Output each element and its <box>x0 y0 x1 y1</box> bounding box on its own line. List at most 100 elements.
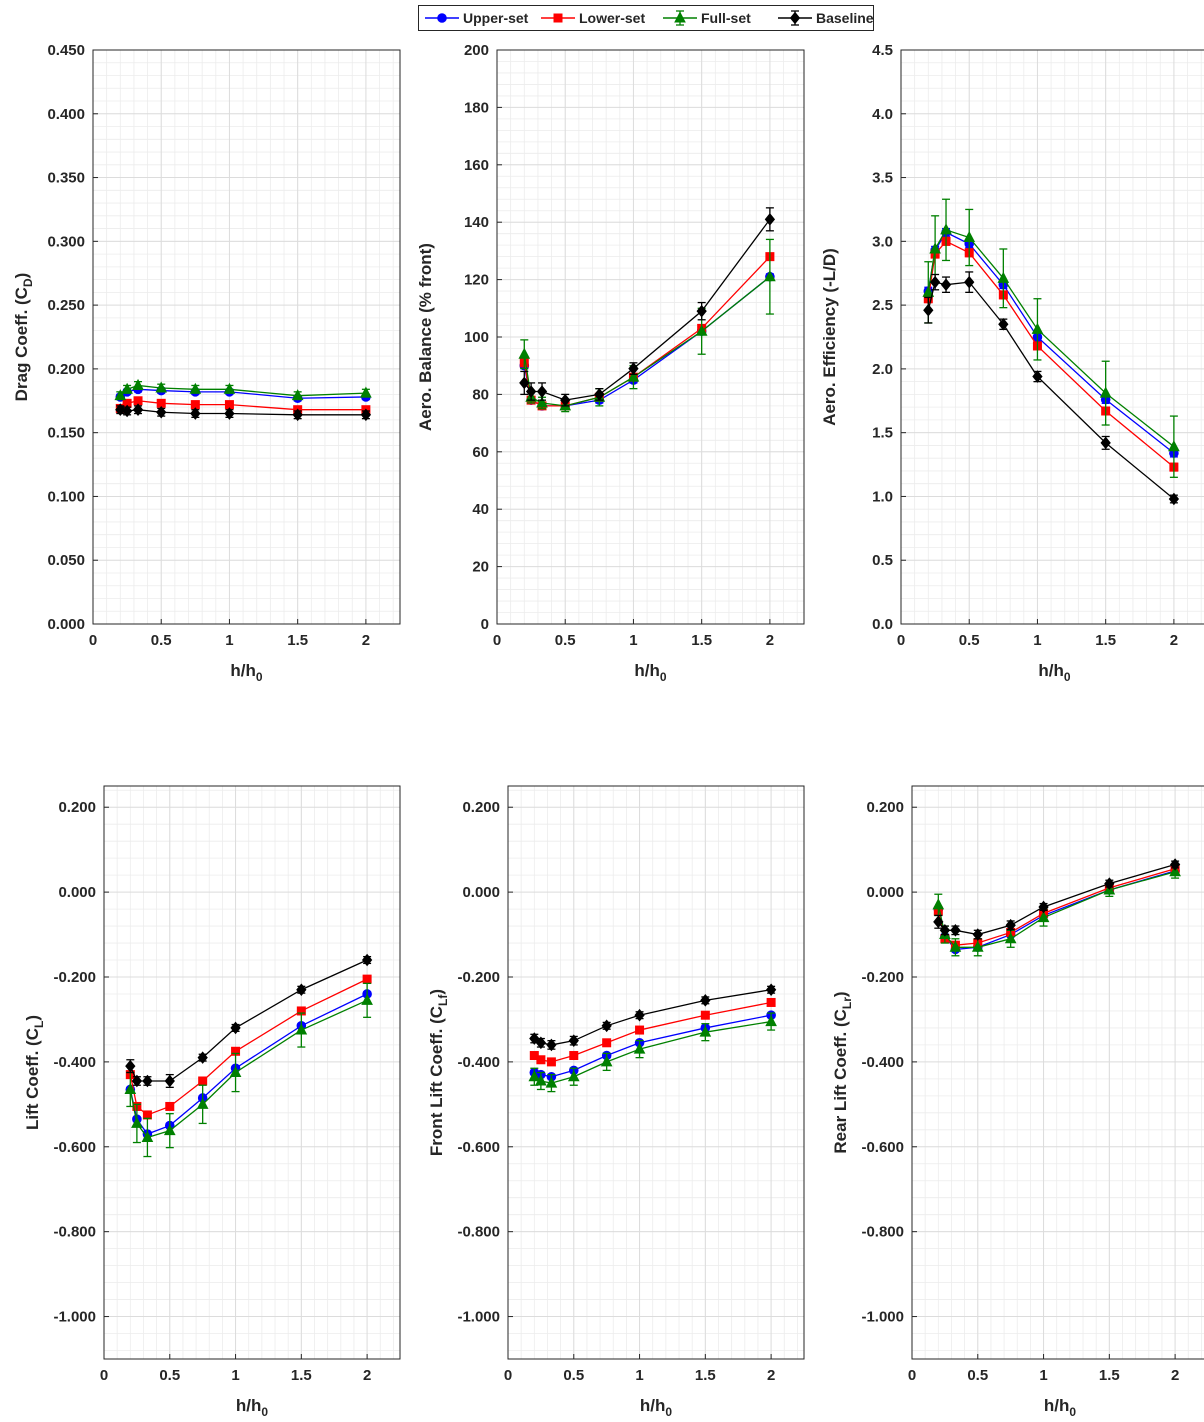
x-tick-label: 1 <box>635 1367 643 1384</box>
data-point <box>765 1014 777 1027</box>
data-point <box>929 275 941 289</box>
y-axis-label: Front Lift Coeff. (CLf) <box>427 989 450 1156</box>
data-point <box>933 915 944 929</box>
series-full-set <box>518 238 776 413</box>
data-point <box>1104 877 1115 890</box>
y-axis-label-close: ) <box>831 991 850 997</box>
x-tick-label: 0.5 <box>159 1367 180 1384</box>
x-tick-label: 1 <box>225 632 233 649</box>
y-tick-label: -0.800 <box>861 1224 904 1241</box>
legend-marker <box>674 11 686 23</box>
y-axis-label: Aero. Balance (% front) <box>416 243 435 431</box>
x-tick-label: 1 <box>629 632 637 649</box>
x-axis-label-main: h/h <box>1044 1396 1070 1415</box>
y-tick-label: -0.200 <box>457 969 500 986</box>
y-tick-label: 180 <box>464 99 489 116</box>
data-point <box>230 1021 241 1035</box>
plot-area <box>901 50 1204 624</box>
data-point <box>764 213 776 226</box>
x-axis-label: h/h0 <box>230 661 263 684</box>
data-point <box>998 317 1009 331</box>
y-axis-label: Rear Lift Coeff. (CLr) <box>831 991 854 1153</box>
chart-panel-2: 0 0.5 1 1.5 2020406080100120140160180200h/h0… <box>416 42 805 684</box>
plot-area <box>104 786 400 1359</box>
data-point <box>635 1025 645 1035</box>
data-point <box>1169 865 1181 877</box>
legend-item-upper-set: Upper-set <box>425 10 529 26</box>
data-point <box>189 382 202 394</box>
series-baseline <box>115 403 372 422</box>
chart-panel-5: 0 0.5 1 1.5 2 -1.000 -0.800 -0.600 -0.400 -0.200 0… <box>427 785 805 1419</box>
legend-item-full-set: Full-set <box>663 10 751 26</box>
x-axis-label: h/h0 <box>1044 1396 1077 1419</box>
y-tick-label: 0.000 <box>866 884 904 901</box>
plot-area <box>508 786 804 1359</box>
data-point <box>197 1051 208 1064</box>
x-tick-label: 0.5 <box>555 632 576 649</box>
grid <box>103 786 400 1359</box>
data-point <box>125 1059 136 1073</box>
data-point <box>940 223 952 235</box>
data-point <box>529 1032 540 1045</box>
y-axis-label-main: Rear Lift Coeff. (C <box>831 1009 850 1154</box>
data-point <box>360 386 372 398</box>
data-point <box>560 393 571 407</box>
y-axis-label: Aero. Efficiency (-L/D) <box>820 248 839 426</box>
data-point <box>1004 932 1017 944</box>
series-full-set <box>124 982 373 1158</box>
y-axis-label-sub: L <box>32 1021 46 1028</box>
y-tick-label: -0.600 <box>53 1139 96 1156</box>
axes-frame <box>900 49 1204 625</box>
data-point <box>536 396 548 408</box>
y-tick-label: -0.200 <box>53 969 96 986</box>
x-axis-label-main: h/h <box>230 661 256 680</box>
data-point <box>361 993 373 1005</box>
data-point <box>536 1055 546 1065</box>
y-tick-label: 0.000 <box>58 884 96 901</box>
y-axis-label-main: Front Lift Coeff. (C <box>427 1006 446 1156</box>
y-tick-label: 2.5 <box>872 297 893 314</box>
data-point <box>568 1034 579 1047</box>
x-axis-label: h/h0 <box>236 1396 269 1419</box>
data-point <box>518 347 531 359</box>
y-tick-label: 0.250 <box>47 297 85 314</box>
x-tick-label: 1 <box>1039 1367 1047 1384</box>
data-point <box>190 407 201 420</box>
y-tick-label: 60 <box>472 444 489 461</box>
y-tick-label: 0.000 <box>462 884 500 901</box>
data-point <box>1099 386 1112 398</box>
data-point <box>229 1065 242 1077</box>
y-tick-label: -0.400 <box>457 1054 500 1071</box>
y-tick-label: -0.400 <box>53 1054 96 1071</box>
data-point <box>971 940 984 952</box>
x-tick-label: 2 <box>766 632 774 649</box>
y-tick-label: -1.000 <box>53 1309 96 1326</box>
data-point <box>291 389 304 401</box>
y-tick-label: 0.200 <box>866 799 904 816</box>
x-axis-label: h/h0 <box>1038 661 1071 684</box>
y-tick-label: 40 <box>472 501 489 518</box>
axes-frame <box>103 785 401 1360</box>
data-point <box>1037 911 1050 923</box>
chart-panel-6: 0 0.5 1 1.5 2 -1.000 -0.800 -0.600 -0.400 -0.200 0… <box>831 785 1204 1419</box>
legend-label: Upper-set <box>463 10 529 26</box>
data-point <box>296 983 307 997</box>
x-axis-label-sub: 0 <box>1064 670 1071 684</box>
data-point <box>156 405 167 419</box>
legend: Upper-set Lower-set Full-set Baseline <box>425 10 874 26</box>
legend-marker <box>789 11 801 25</box>
data-point <box>567 1070 580 1082</box>
y-tick-label: -0.800 <box>457 1224 500 1241</box>
data-point <box>700 1010 710 1020</box>
data-point <box>929 242 941 254</box>
y-axis-label-close: ) <box>427 989 446 995</box>
y-tick-label: 4.5 <box>872 42 893 59</box>
y-tick-label: 0.450 <box>47 42 85 59</box>
x-axis-label-main: h/h <box>236 1396 262 1415</box>
chart-panel-1: 0 0.5 1 1.5 2 0.000 0.050 0.100 0.150 0.200 0.250 0… <box>12 42 401 684</box>
data-point <box>600 1055 613 1067</box>
data-point <box>569 1051 579 1061</box>
data-point <box>163 1124 176 1136</box>
axes-frame <box>911 785 1204 1360</box>
